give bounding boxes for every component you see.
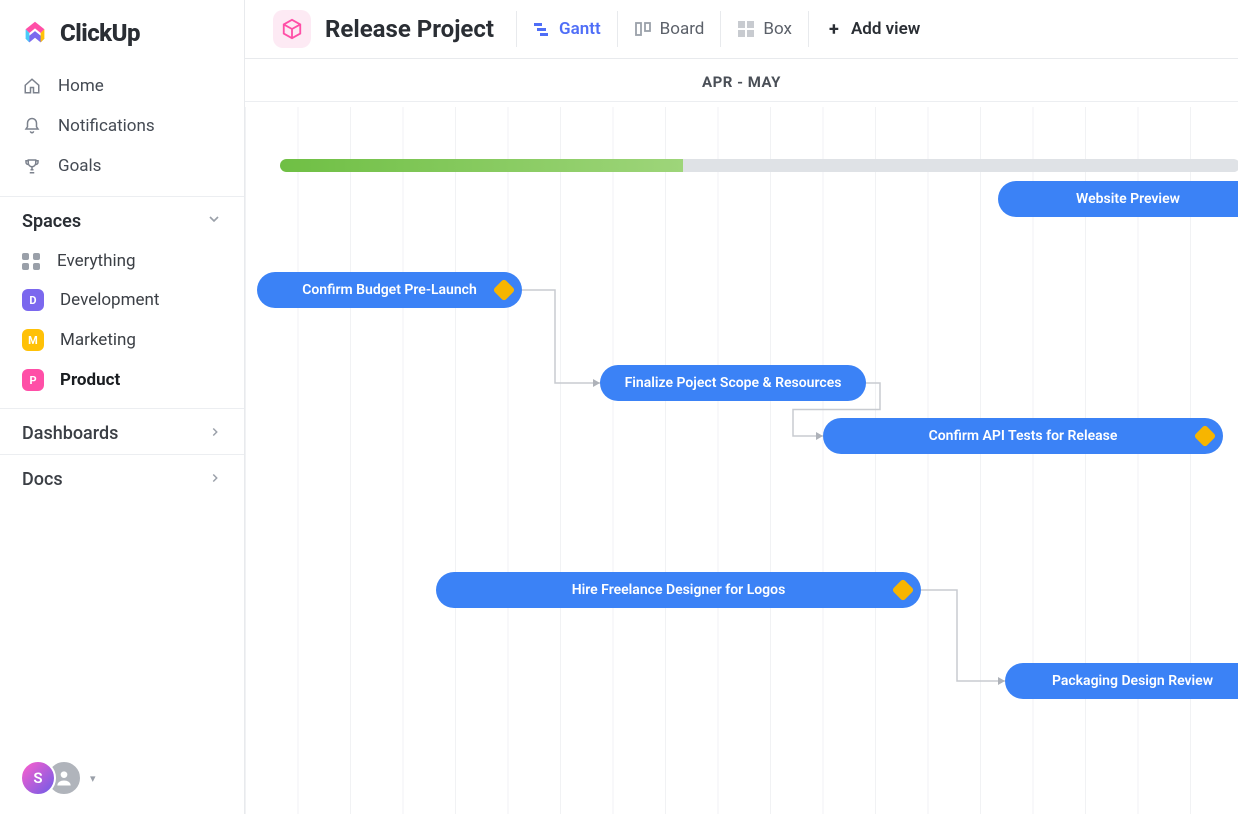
user-footer[interactable]: S ▾ [0,746,244,814]
nav-goals[interactable]: Goals [0,146,244,186]
space-badge-m: M [22,329,44,351]
gantt-task-confirm-api[interactable]: Confirm API Tests for Release [823,418,1223,454]
gantt-task-packaging[interactable]: Packaging Design Review [1005,663,1238,699]
gantt-task-label: Finalize Poject Scope & Resources [625,375,842,391]
caret-down-icon: ▾ [90,772,96,785]
tab-box-label: Box [763,19,792,39]
logo[interactable]: ClickUp [0,10,244,62]
chevron-right-icon [208,423,222,444]
gantt-task-label: Hire Freelance Designer for Logos [572,582,786,598]
project-title: Release Project [325,15,494,43]
gantt-task-confirm-budget[interactable]: Confirm Budget Pre-Launch [257,272,522,308]
box-icon [737,20,755,38]
space-product-label: Product [60,370,120,390]
tab-board-label: Board [660,19,705,39]
gantt-progress-bar [280,159,1238,172]
space-marketing[interactable]: M Marketing [0,320,244,360]
space-everything-label: Everything [57,251,136,271]
avatar-user[interactable]: S [20,760,56,796]
gantt-chart[interactable]: APR - MAY Website Preview Confirm Budget … [245,59,1238,814]
gantt-task-label: Confirm Budget Pre-Launch [302,282,477,298]
space-product[interactable]: P Product [0,360,244,400]
board-icon [634,20,652,38]
nav-notifications-label: Notifications [58,116,155,136]
spaces-header[interactable]: Spaces [0,196,244,242]
space-development[interactable]: D Development [0,280,244,320]
app-name: ClickUp [60,19,140,47]
add-view-label: Add view [851,19,920,39]
project-icon[interactable] [273,10,311,48]
space-badge-p: P [22,369,44,391]
chevron-down-icon [206,211,222,232]
tab-board[interactable]: Board [617,11,721,47]
bell-icon [22,116,42,136]
dashboards-label: Dashboards [22,423,118,444]
main: Release Project Gantt Board Box [245,0,1238,814]
topbar: Release Project Gantt Board Box [245,0,1238,59]
nav-primary: Home Notifications Goals [0,62,244,196]
gantt-task-label: Website Preview [1076,191,1180,207]
spaces-header-label: Spaces [22,211,81,232]
space-everything[interactable]: Everything [0,242,244,280]
nav-notifications[interactable]: Notifications [0,106,244,146]
gantt-task-label: Packaging Design Review [1052,673,1213,689]
clickup-logo-icon [20,18,50,48]
space-badge-d: D [22,289,44,311]
tab-gantt[interactable]: Gantt [516,11,617,47]
chevron-right-icon [208,469,222,490]
nav-home-label: Home [58,76,104,96]
plus-icon: + [825,20,843,38]
gantt-icon [533,20,551,38]
cube-icon [281,18,303,40]
gantt-month-label: APR - MAY [245,59,1238,102]
nav-goals-label: Goals [58,156,101,176]
space-marketing-label: Marketing [60,330,136,350]
tab-box[interactable]: Box [720,11,808,47]
docs-label: Docs [22,469,63,490]
gantt-task-website-preview[interactable]: Website Preview [998,181,1238,217]
trophy-icon [22,156,42,176]
space-development-label: Development [60,290,159,310]
nav-home[interactable]: Home [0,66,244,106]
docs-header[interactable]: Docs [0,454,244,500]
sidebar: ClickUp Home Notifications Goals Spaces [0,0,245,814]
gantt-task-label: Confirm API Tests for Release [929,428,1118,444]
dashboards-header[interactable]: Dashboards [0,408,244,454]
gantt-task-hire-designer[interactable]: Hire Freelance Designer for Logos [436,572,921,608]
avatar-stack: S [20,760,84,796]
tab-gantt-label: Gantt [559,19,601,39]
view-tabs: Gantt Board Box + Add view [516,11,936,47]
home-icon [22,76,42,96]
gantt-task-finalize-scope[interactable]: Finalize Poject Scope & Resources [600,365,866,401]
grid-icon [22,253,41,270]
add-view-button[interactable]: + Add view [808,11,936,47]
